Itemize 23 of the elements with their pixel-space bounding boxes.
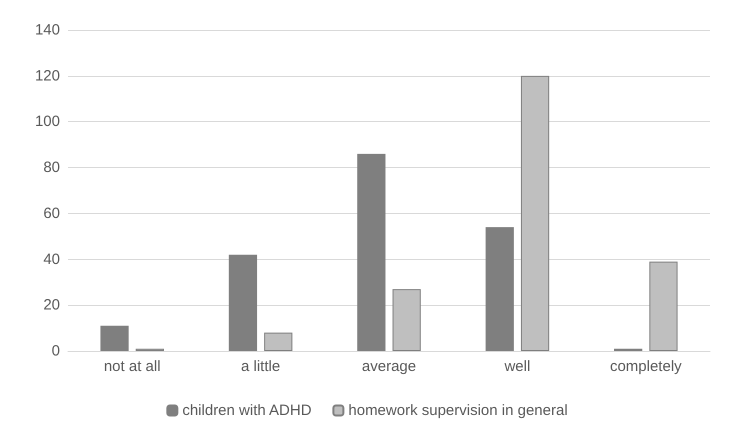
bar <box>228 254 258 351</box>
legend-label: children with ADHD <box>182 402 312 419</box>
x-tick-label: completely <box>610 358 682 375</box>
x-tick-label: well <box>503 358 530 375</box>
bar <box>392 289 421 351</box>
bar <box>486 227 514 351</box>
bar <box>520 76 550 351</box>
y-tick-label: 120 <box>34 67 60 84</box>
legend-label: homework supervision in general <box>348 402 568 419</box>
y-tick-label: 140 <box>34 22 60 38</box>
bar <box>357 154 386 351</box>
y-tick-label: 100 <box>34 113 60 130</box>
y-tick-label: 80 <box>43 159 60 176</box>
y-tick-label: 40 <box>43 250 60 268</box>
bar <box>264 332 292 351</box>
y-tick-label: 60 <box>43 204 60 222</box>
bar <box>100 326 129 351</box>
x-tick-label: average <box>362 358 416 375</box>
bar <box>649 262 678 351</box>
y-tick-label: 0 <box>52 342 60 360</box>
x-tick-label: a little <box>241 358 280 375</box>
x-tick-label: not at all <box>104 358 161 375</box>
y-tick-label: 20 <box>43 296 60 314</box>
